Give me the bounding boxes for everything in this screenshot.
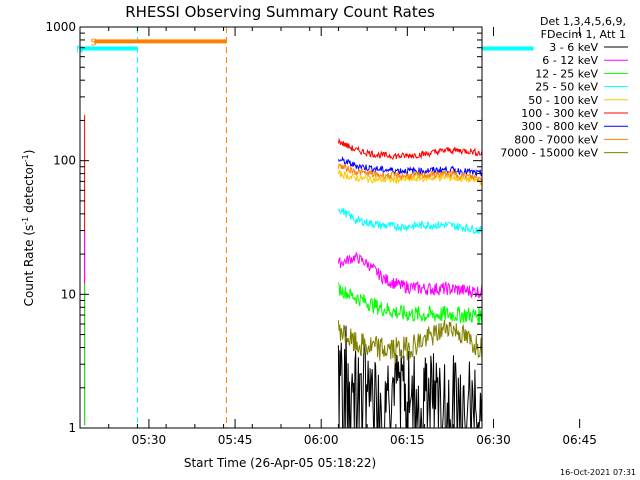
x-tick-label: 05:30 [132,433,167,447]
y-axis-title-sup2: -1 [21,154,30,162]
y-axis-title-sup1: -1 [21,217,30,225]
series-line [337,282,482,325]
y-axis-title-mid: detector [22,162,36,217]
series-line [337,169,482,186]
series-line [337,325,482,428]
series-line [337,207,482,235]
legend-entry-label: 25 - 50 keV [535,81,598,94]
chart-title: RHESSI Observing Summary Count Rates [125,3,435,21]
x-axis: 05:30 05:45 06:00 06:15 06:30 06:45 [79,27,597,447]
legend-header-line-1: Det 1,3,4,5,6,9, [540,15,626,28]
y-axis-title-main: Count Rate (s [22,225,36,307]
legend-header-line-2: FDecim 1, Att 1 [541,28,626,41]
legend-entry-label: 800 - 7000 keV [514,133,598,146]
y-tick-label: 100 [53,154,76,168]
x-tick-label: 06:00 [304,433,339,447]
x-tick-label: 06:45 [562,433,597,447]
x-axis-title: Start Time (26-Apr-05 05:18:22) [184,456,376,470]
legend-entry-label: 300 - 800 keV [521,120,598,133]
y-axis: 1 10 100 1000 [45,20,482,435]
legend-entry-label: 50 - 100 keV [528,94,598,107]
legend-entry-label: 100 - 300 keV [521,107,598,120]
flag-bar-label: S [90,37,96,48]
series-line [337,251,482,299]
legend-entry-label: 7000 - 15000 keV [500,147,598,160]
series-layer [84,114,482,428]
x-tick-label: 06:15 [390,433,425,447]
legend-entry-label: 3 - 6 keV [549,41,598,54]
y-axis-title-end: ) [22,150,36,155]
y-tick-label: 1000 [45,20,76,34]
observation-marker-lines [80,27,227,428]
y-axis-title: Count Rate (s-1 detector-1) [21,150,36,307]
legend: Det 1,3,4,5,6,9, FDecim 1, Att 1 3 - 6 k… [500,15,628,160]
plot-timestamp: 16-Oct-2021 07:31 [560,468,636,477]
legend-entry-label: 6 - 12 keV [542,54,598,67]
x-tick-label: 06:30 [476,433,511,447]
series-line [337,163,482,183]
flag-bars: SN [76,37,534,56]
y-tick-label: 1 [68,421,76,435]
y-tick-label: 10 [61,287,76,301]
legend-entry-label: 12 - 25 keV [535,67,598,80]
series-line [337,137,482,161]
series-line [337,319,482,364]
x-tick-label: 05:45 [218,433,253,447]
